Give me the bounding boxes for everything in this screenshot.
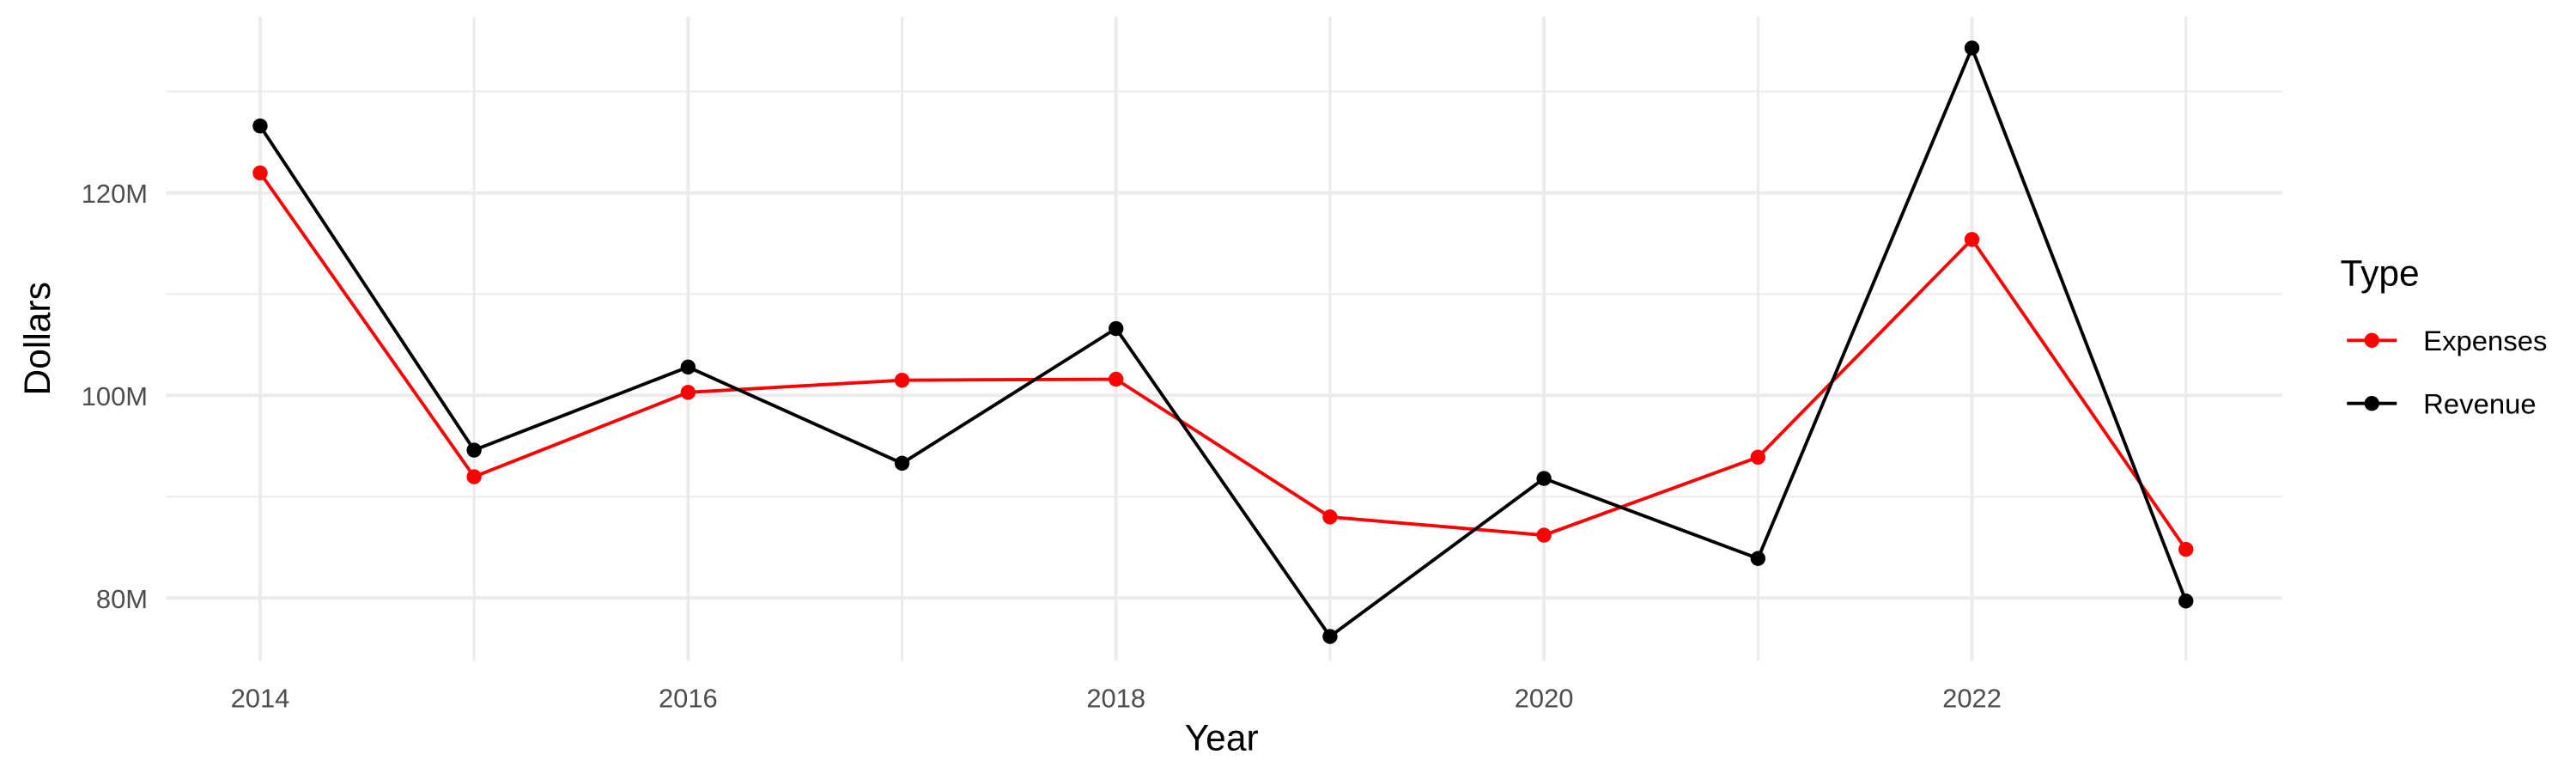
- legend-label: Revenue: [2423, 387, 2537, 419]
- data-point: [680, 385, 696, 400]
- x-tick-label: 2014: [231, 683, 290, 713]
- legend-label: Expenses: [2423, 325, 2547, 356]
- x-tick-label: 2018: [1086, 683, 1145, 713]
- data-point: [2178, 593, 2194, 609]
- data-point: [466, 469, 482, 484]
- data-point: [1536, 527, 1552, 543]
- data-point: [1964, 232, 1980, 247]
- y-axis-label: Dollars: [18, 282, 58, 395]
- y-tick-label: 120M: [82, 179, 148, 209]
- x-tick-label: 2020: [1515, 683, 1574, 713]
- data-point: [894, 455, 910, 472]
- data-point: [1750, 551, 1766, 566]
- data-point: [680, 359, 696, 375]
- data-point: [1536, 471, 1552, 486]
- data-point: [1322, 629, 1338, 644]
- y-tick-label: 80M: [96, 584, 148, 614]
- x-axis-label: Year: [1185, 719, 1259, 759]
- data-point: [1964, 40, 1980, 56]
- data-point: [1109, 320, 1124, 337]
- series-line: [258, 172, 2188, 551]
- data-point: [894, 372, 910, 388]
- data-point: [466, 442, 482, 458]
- series-line: [258, 43, 2188, 639]
- data-point: [1109, 371, 1124, 387]
- data-point: [2178, 541, 2194, 557]
- data-point: [1322, 509, 1338, 525]
- legend-point: [2364, 396, 2379, 411]
- x-tick-label: 2022: [1942, 683, 2002, 713]
- data-point: [1750, 449, 1766, 465]
- data-point: [252, 165, 268, 180]
- x-tick-label: 2016: [659, 683, 718, 713]
- data-point: [252, 118, 268, 134]
- legend-title: Type: [2341, 253, 2420, 294]
- y-tick-label: 100M: [82, 381, 148, 411]
- legend-point: [2364, 332, 2379, 348]
